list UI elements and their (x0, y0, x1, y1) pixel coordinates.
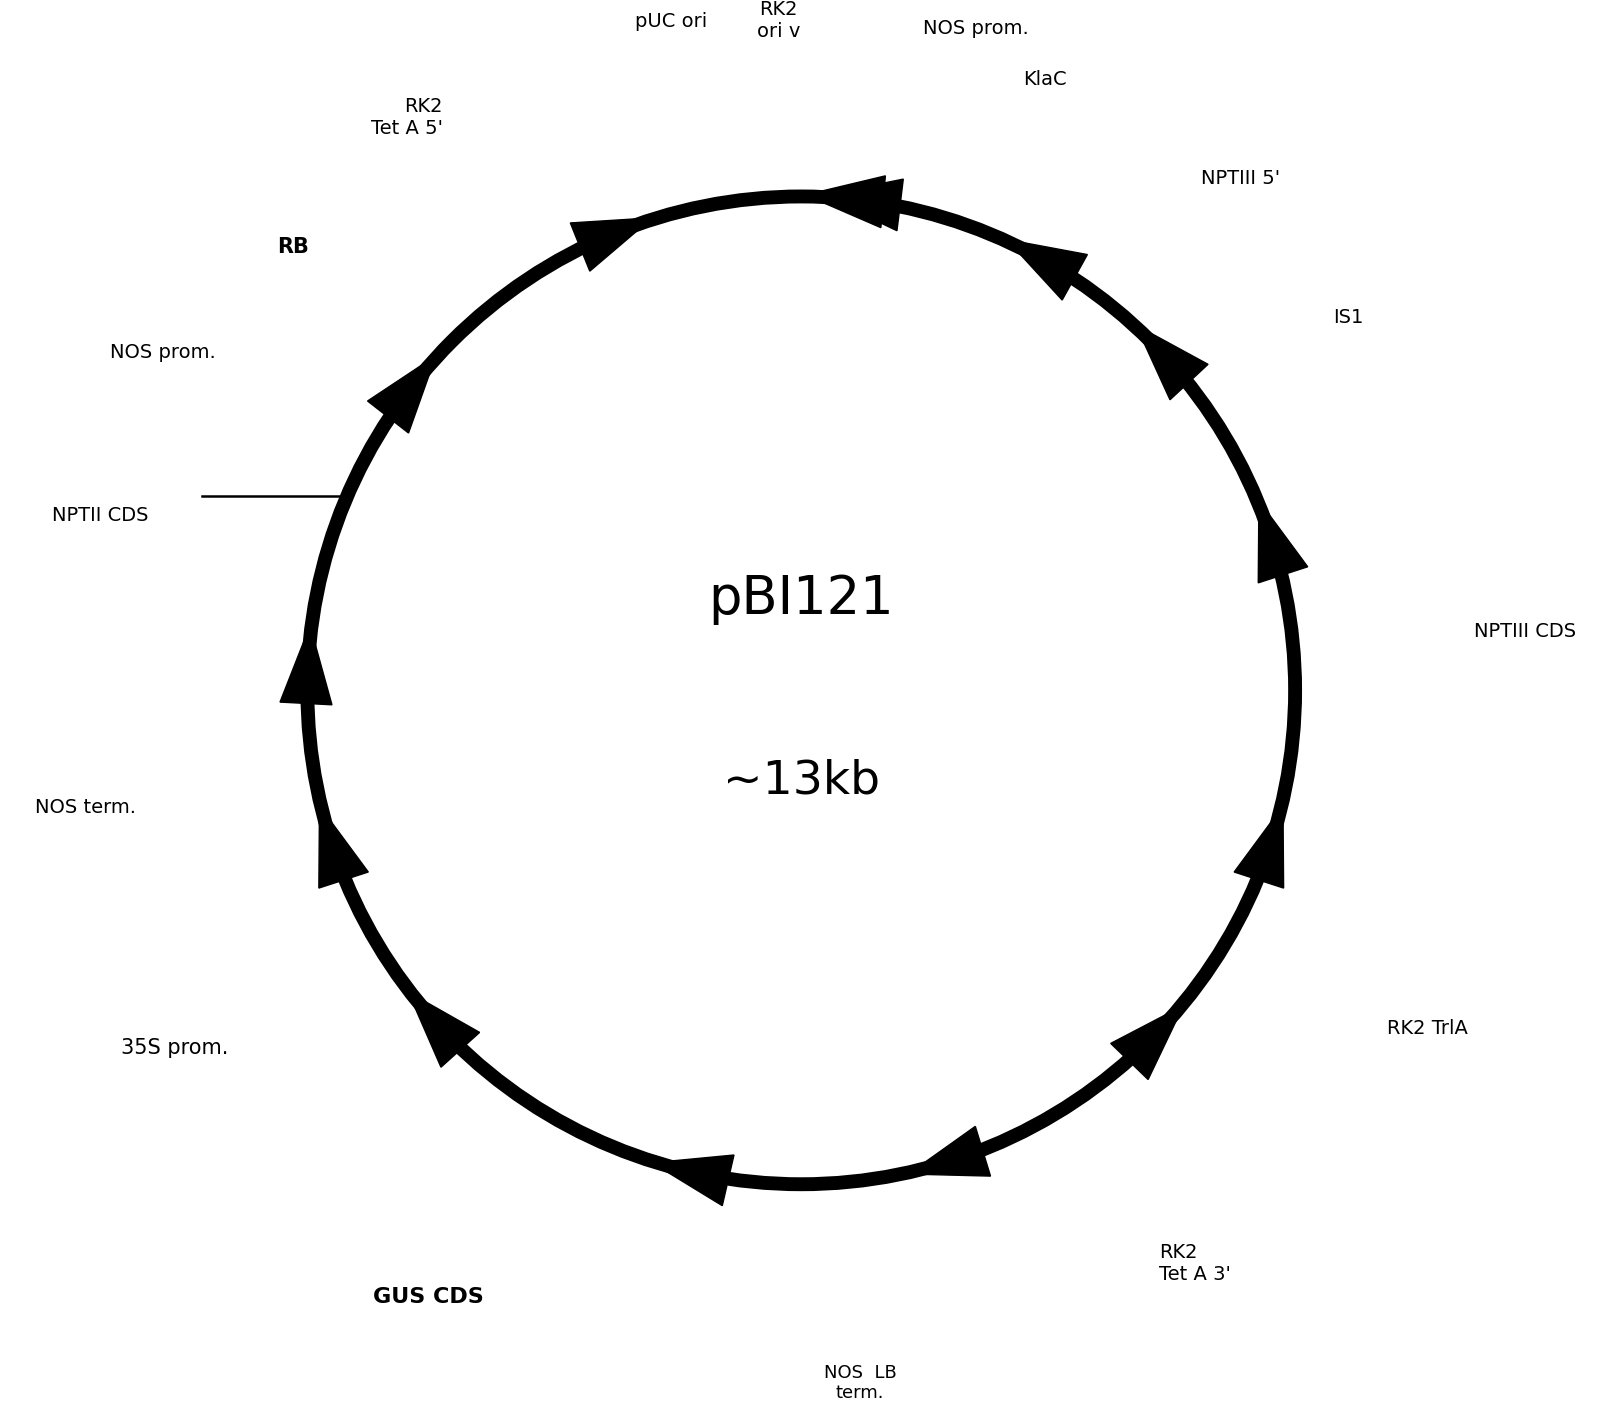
Text: RK2
ori v: RK2 ori v (757, 0, 800, 41)
Text: GUS CDS: GUS CDS (374, 1287, 485, 1307)
Text: RK2 TrlA: RK2 TrlA (1386, 1019, 1467, 1038)
Polygon shape (1111, 1006, 1183, 1079)
Polygon shape (407, 992, 480, 1067)
Text: RB: RB (277, 236, 309, 257)
Polygon shape (319, 806, 369, 888)
Text: 35S prom.: 35S prom. (121, 1038, 229, 1058)
Polygon shape (1235, 806, 1283, 888)
Polygon shape (1135, 325, 1208, 400)
Polygon shape (908, 1127, 990, 1176)
Text: NPTII CDS: NPTII CDS (52, 507, 148, 525)
Text: NOS term.: NOS term. (35, 798, 135, 817)
Text: pBI121: pBI121 (708, 574, 894, 625)
Text: NOS prom.: NOS prom. (923, 18, 1029, 38)
Text: IS1: IS1 (1333, 308, 1364, 326)
Polygon shape (1259, 501, 1307, 582)
Text: ~13kb: ~13kb (723, 758, 879, 803)
Text: KlaC: KlaC (1024, 70, 1067, 89)
Text: NPTIII CDS: NPTIII CDS (1475, 622, 1576, 642)
Polygon shape (280, 626, 332, 705)
Polygon shape (652, 1155, 734, 1206)
Text: NPTIII 5': NPTIII 5' (1201, 169, 1280, 187)
Text: pUC ori: pUC ori (634, 11, 707, 31)
Polygon shape (1006, 239, 1087, 300)
Text: RK2
Tet A 5': RK2 Tet A 5' (370, 97, 443, 138)
Polygon shape (805, 176, 886, 228)
Text: RK2
Tet A 3': RK2 Tet A 3' (1159, 1242, 1232, 1285)
Text: NOS prom.: NOS prom. (109, 343, 216, 362)
Polygon shape (570, 218, 652, 272)
Text: NOS  LB
term.: NOS LB term. (824, 1363, 897, 1403)
Polygon shape (367, 356, 436, 433)
Polygon shape (823, 179, 903, 231)
